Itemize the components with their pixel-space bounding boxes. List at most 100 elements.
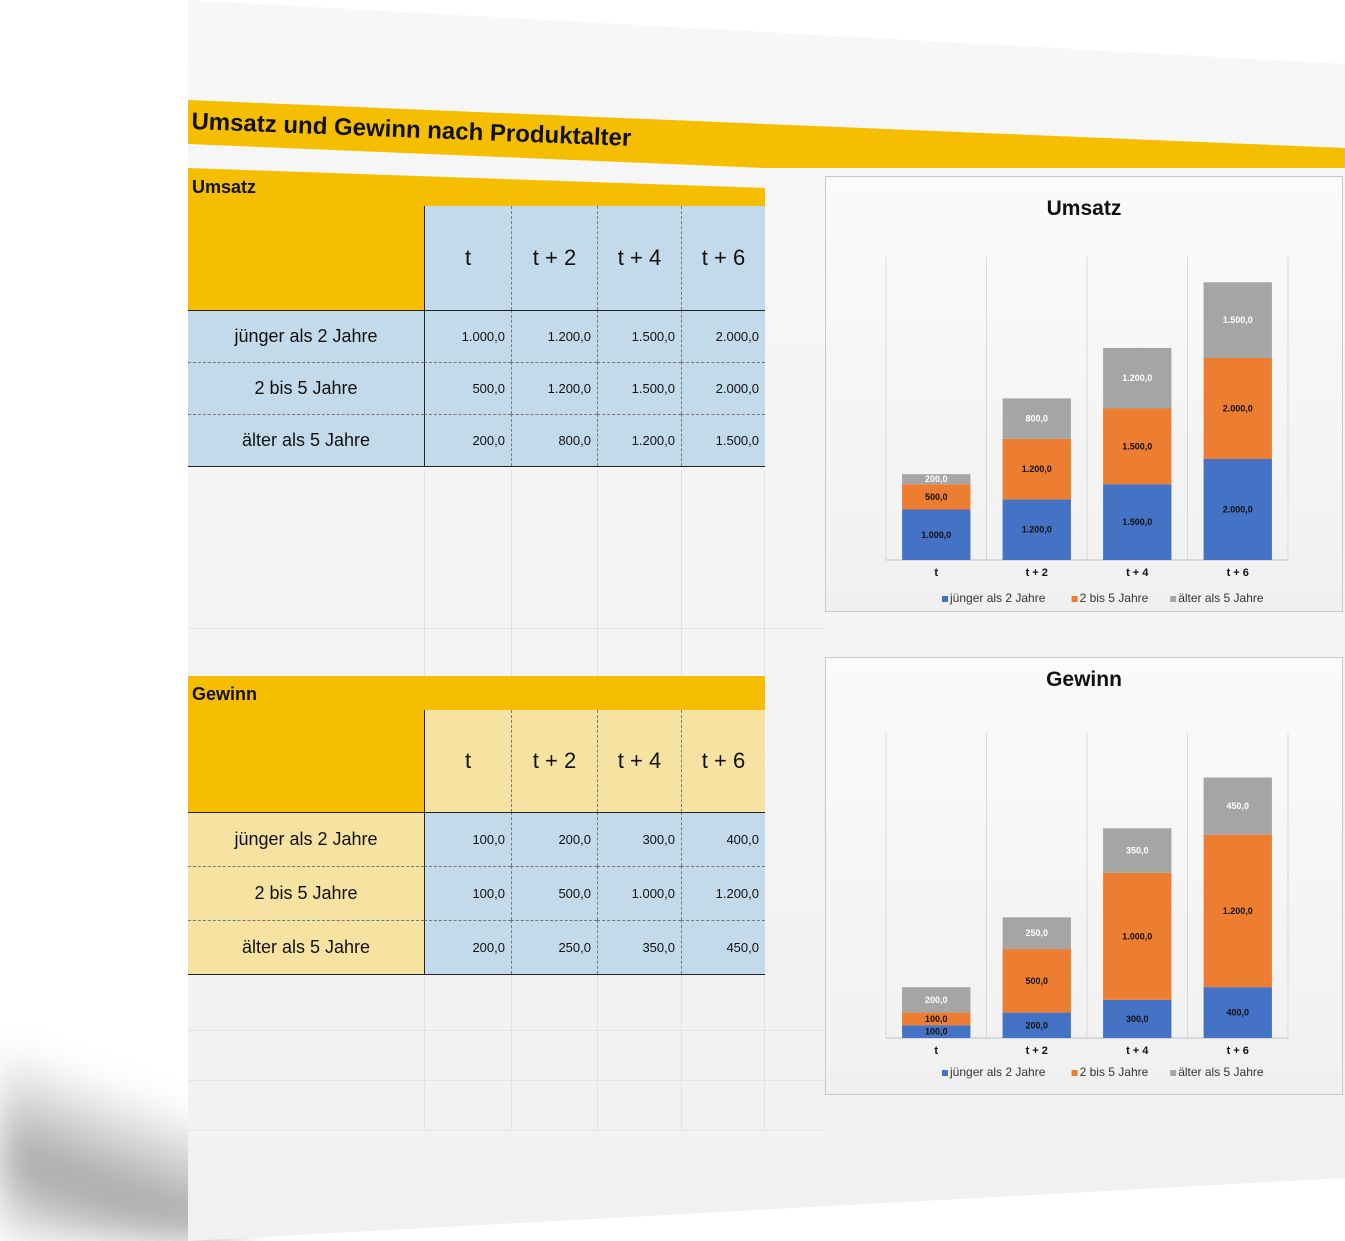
gewinn-section-title: Gewinn [192, 684, 258, 704]
bar-segment [1103, 408, 1172, 485]
row-label: älter als 5 Jahre [188, 920, 424, 974]
bar-segment [1002, 1012, 1071, 1038]
bar-segment [1002, 949, 1071, 1013]
column-header: t + 6 [681, 206, 765, 310]
table-cell: 1.200,0 [597, 414, 681, 466]
row-label: jünger als 2 Jahre [188, 812, 424, 866]
legend-label: älter als 5 Jahre [1178, 591, 1264, 605]
table-cell: 200,0 [424, 920, 511, 974]
x-tick-label: t + 4 [1126, 567, 1149, 579]
bar-segment [1103, 999, 1172, 1038]
legend-swatch [1071, 596, 1078, 602]
column-header: t + 4 [597, 206, 681, 310]
column-header: t [424, 206, 511, 310]
data-label: 1.500,0 [1122, 517, 1152, 527]
x-tick-label: t + 2 [1026, 1045, 1048, 1057]
bar-segment [902, 509, 971, 560]
table-divider [188, 310, 765, 311]
x-tick-label: t + 4 [1126, 1045, 1149, 1057]
table-cell: 400,0 [681, 812, 765, 866]
table-cell: 500,0 [424, 362, 511, 414]
x-tick-label: t + 6 [1227, 1045, 1249, 1057]
data-label: 200,0 [925, 474, 948, 484]
data-label: 100,0 [925, 1014, 948, 1024]
bar-segment [1203, 834, 1272, 988]
legend-swatch [1170, 596, 1177, 602]
legend-swatch [942, 1070, 948, 1076]
bar-segment [902, 987, 971, 1013]
table-cell: 2.000,0 [681, 362, 765, 414]
bar-segment [1103, 484, 1172, 560]
data-label: 500,0 [1025, 976, 1048, 986]
umsatz-chart[interactable]: Umsatz 1.000,0 500,0 200,0 t 1.200,0 1.200,0 8… [825, 176, 1343, 612]
table-cell: 1.500,0 [597, 310, 681, 362]
bar-segment [1203, 282, 1272, 358]
legend-label: jünger als 2 Jahre [949, 1065, 1046, 1079]
legend-swatch [1170, 1070, 1177, 1076]
column-header: t + 6 [681, 710, 765, 812]
column-header: t + 4 [597, 710, 681, 812]
table-bottom-border [188, 974, 765, 975]
bar-segment [902, 474, 971, 485]
table-cell: 1.000,0 [597, 866, 681, 920]
data-label: 1.200,0 [1223, 906, 1253, 916]
data-label: 200,0 [925, 995, 948, 1005]
bar-segment [1103, 347, 1172, 409]
umsatz-chart-title: Umsatz [1046, 197, 1122, 220]
table-cell: 100,0 [424, 866, 511, 920]
data-label: 1.500,0 [1223, 315, 1253, 325]
data-label: 200,0 [1025, 1020, 1048, 1030]
bar-segment [1103, 828, 1172, 873]
table-cell: 350,0 [597, 920, 681, 974]
bar-segment [1103, 872, 1172, 1000]
legend-label: älter als 5 Jahre [1178, 1065, 1264, 1079]
table-cell: 1.500,0 [597, 362, 681, 414]
data-label: 400,0 [1226, 1008, 1249, 1018]
row-label: jünger als 2 Jahre [188, 310, 424, 362]
table-divider [188, 812, 765, 813]
legend-swatch [1071, 1070, 1078, 1076]
table-cell: 450,0 [681, 920, 765, 974]
table-cell: 1.000,0 [424, 310, 511, 362]
table-cell: 1.200,0 [511, 310, 597, 362]
data-label: 300,0 [1126, 1014, 1149, 1024]
table-corner-cell [188, 206, 424, 310]
x-tick-label: t [934, 567, 938, 579]
row-label: 2 bis 5 Jahre [188, 866, 424, 920]
gewinn-chart[interactable]: Gewinn 100,0 100,0 200,0 t 200,0 500,0 250,0 t … [825, 657, 1343, 1095]
column-header: t + 2 [511, 710, 597, 812]
bar-segment [902, 1025, 971, 1038]
data-label: 1.500,0 [1122, 441, 1152, 451]
data-label: 1.000,0 [1122, 931, 1152, 941]
table-cell: 800,0 [511, 414, 597, 466]
umsatz-chart-svg: 1.000,0 500,0 200,0 t 1.200,0 1.200,0 800,0 t +… [885, 257, 1289, 605]
table-cell: 1.200,0 [681, 866, 765, 920]
data-label: 800,0 [1025, 414, 1048, 424]
table-cell: 1.500,0 [681, 414, 765, 466]
table-cell: 200,0 [511, 812, 597, 866]
table-cell: 100,0 [424, 812, 511, 866]
data-label: 100,0 [925, 1027, 948, 1037]
bar-segment [1203, 358, 1272, 459]
table-corner-cell [188, 710, 424, 812]
data-label: 1.200,0 [1122, 373, 1152, 383]
data-label: 250,0 [1025, 928, 1048, 938]
gewinn-section-header: Gewinn [188, 676, 765, 710]
column-header: t + 2 [511, 206, 597, 310]
bar-segment [1203, 987, 1272, 1038]
row-label: älter als 5 Jahre [188, 414, 424, 466]
bar-segment [902, 484, 971, 510]
x-tick-label: t + 6 [1227, 567, 1249, 579]
table-cell: 250,0 [511, 920, 597, 974]
table-cell: 500,0 [511, 866, 597, 920]
bar-segment [1002, 398, 1071, 439]
data-label: 500,0 [925, 492, 948, 502]
data-label: 350,0 [1126, 846, 1149, 856]
bar-segment [1002, 917, 1071, 950]
data-label: 1.200,0 [1022, 464, 1052, 474]
gewinn-chart-title: Gewinn [1046, 668, 1122, 691]
bar-segment [902, 1012, 971, 1026]
legend-label: jünger als 2 Jahre [949, 591, 1046, 605]
bar-segment [1203, 777, 1272, 835]
data-label: 2.000,0 [1223, 404, 1253, 414]
